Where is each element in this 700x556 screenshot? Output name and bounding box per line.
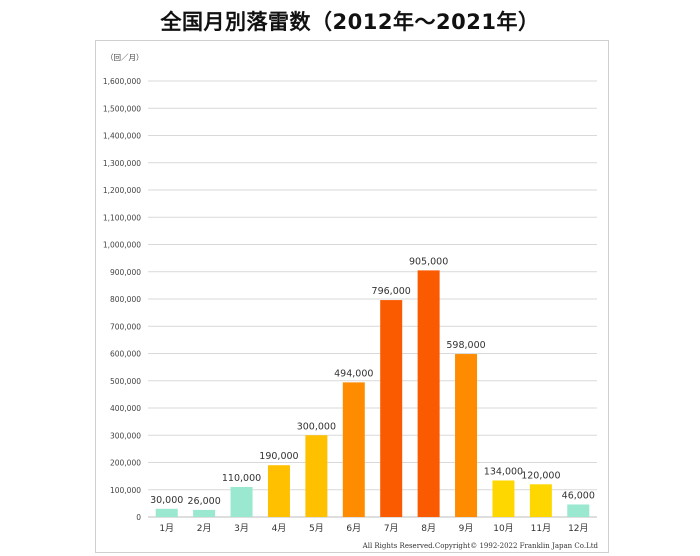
bar [230,487,253,517]
bar [567,504,590,517]
x-tick-label: 5月 [309,523,324,534]
y-tick-label: 900,000 [110,268,141,277]
y-tick-label: 1,400,000 [103,132,141,141]
y-tick-label: 400,000 [110,404,141,413]
y-tick-label: 500,000 [110,377,141,386]
y-tick-label: 200,000 [110,459,141,468]
bar [342,382,365,517]
gridlines [148,80,597,518]
bar [155,508,178,517]
bar [267,465,290,517]
y-tick-label: 1,000,000 [103,241,141,250]
x-tick-label: 7月 [384,523,399,534]
y-tick-label: 600,000 [110,350,141,359]
data-labels: 30,000 26,000 110,000 190,000 300,000 494,000… [150,256,595,507]
x-tick-label: 10月 [493,523,513,534]
y-tick-label: 300,000 [110,431,141,440]
data-label: 905,000 [409,256,448,267]
x-tick-label: 6月 [346,523,361,534]
data-label: 300,000 [297,421,336,432]
data-label: 598,000 [446,340,485,351]
bars [155,270,590,517]
x-tick-label: 4月 [272,523,287,534]
data-label: 494,000 [334,368,373,379]
copyright-text: All Rights Reserved.Copyright© 1992-2022… [362,542,599,550]
x-tick-label: 2月 [197,523,212,534]
x-tick-label: 12月 [568,523,588,534]
data-label: 26,000 [188,496,221,507]
bar [492,480,515,517]
x-tick-label: 9月 [459,523,474,534]
x-tick-label: 8月 [421,523,436,534]
data-label: 120,000 [521,470,560,481]
data-label: 796,000 [372,286,411,297]
bar [193,509,216,517]
data-label: 134,000 [484,466,523,477]
y-tick-label: 1,300,000 [103,159,141,168]
x-tick-label: 3月 [234,523,249,534]
y-axis-unit-label: （回／月） [106,53,144,62]
y-tick-label: 1,600,000 [103,77,141,86]
data-label: 110,000 [222,473,261,484]
y-tick-label: 1,100,000 [103,213,141,222]
bar [529,484,552,517]
y-tick-label: 700,000 [110,322,141,331]
y-tick-label: 800,000 [110,295,141,304]
x-tick-labels: 1月 2月 3月 4月 5月 6月 7月 8月 9月 10月 11月 12月 [159,523,588,534]
chart-frame [95,40,609,553]
data-label: 46,000 [562,490,595,501]
y-tick-label: 100,000 [110,486,141,495]
bar [417,270,440,517]
data-label: 30,000 [150,495,183,506]
x-tick-label: 11月 [531,523,551,534]
bar [455,354,478,517]
bar [380,300,403,517]
data-label: 190,000 [259,451,298,462]
x-tick-label: 1月 [159,523,174,534]
y-tick-label: 1,200,000 [103,186,141,195]
chart-title: 全国月別落雷数（2012年～2021年） [160,10,540,34]
bar [305,435,328,517]
y-tick-labels: 0 100,000 200,000 300,000 400,000 500,000 600,… [103,77,141,522]
y-tick-label: 0 [136,513,141,522]
y-tick-label: 1,500,000 [103,104,141,113]
